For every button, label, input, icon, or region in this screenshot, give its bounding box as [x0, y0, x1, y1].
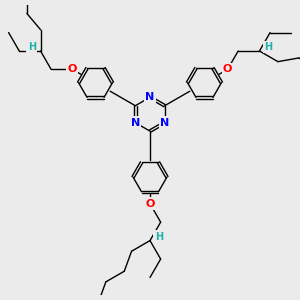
Text: O: O [145, 199, 155, 209]
Text: N: N [146, 92, 154, 102]
Text: H: H [28, 42, 36, 52]
Text: H: H [154, 232, 163, 242]
Text: O: O [223, 64, 232, 74]
Text: N: N [131, 118, 140, 128]
Text: N: N [160, 118, 169, 128]
Text: O: O [68, 64, 77, 74]
Text: H: H [264, 42, 272, 52]
